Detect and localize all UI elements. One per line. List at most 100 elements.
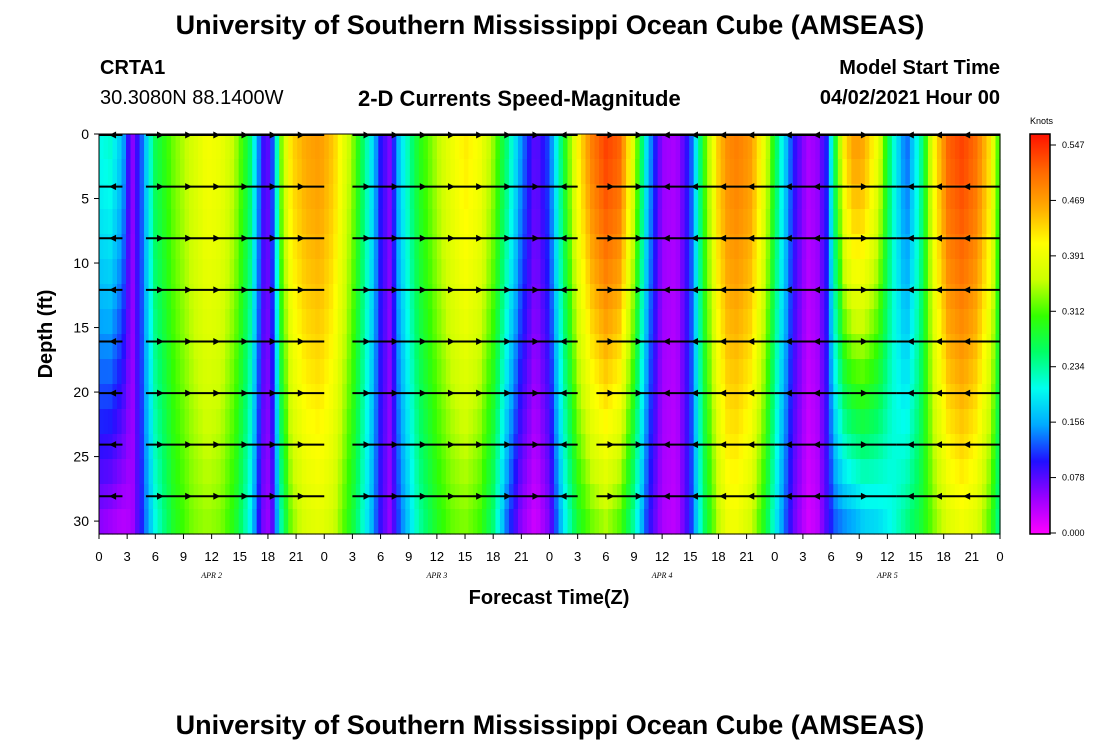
vector-arrowhead: [504, 492, 512, 500]
heatmap-cell: [608, 159, 614, 185]
heatmap-cell: [436, 209, 442, 235]
heatmap-cell: [554, 334, 560, 360]
heatmap-cell: [423, 184, 429, 210]
heatmap-cell: [274, 184, 280, 210]
vector-arrowhead: [934, 183, 942, 191]
heatmap-cell: [252, 234, 258, 260]
vector-arrowhead: [532, 389, 540, 397]
heatmap-cell: [486, 134, 492, 160]
heatmap-cell: [747, 509, 753, 535]
heatmap-cell: [409, 134, 415, 160]
heatmap-cell: [157, 334, 163, 360]
heatmap-cell: [986, 459, 992, 485]
heatmap-cell: [968, 184, 974, 210]
heatmap-cell: [729, 384, 735, 410]
heatmap-cell: [909, 284, 915, 310]
heatmap-cell: [828, 234, 834, 260]
heatmap-cell: [707, 334, 713, 360]
heatmap-cell: [648, 309, 654, 335]
heatmap-cell: [986, 209, 992, 235]
vector-arrowhead: [635, 183, 643, 191]
heatmap-cell: [684, 209, 690, 235]
heatmap-cell: [139, 384, 145, 410]
heatmap-cell: [463, 234, 469, 260]
heatmap-cell: [103, 159, 109, 185]
heatmap-cell: [139, 434, 145, 460]
heatmap-cell: [364, 309, 370, 335]
heatmap-cell: [238, 234, 244, 260]
heatmap-cell: [590, 209, 596, 235]
heatmap-cell: [968, 334, 974, 360]
heatmap-cell: [734, 234, 740, 260]
heatmap-cell: [256, 259, 262, 285]
heatmap-cell: [513, 434, 519, 460]
heatmap-cell: [662, 159, 668, 185]
heatmap-cell: [936, 509, 943, 535]
heatmap-cell: [409, 409, 415, 435]
heatmap-cell: [572, 509, 578, 535]
heatmap-cell: [608, 234, 614, 260]
heatmap-cell: [765, 434, 771, 460]
heatmap-cell: [540, 134, 546, 160]
vector-arrowhead: [812, 183, 820, 191]
heatmap-cell: [995, 409, 1001, 435]
heatmap-cell: [635, 134, 641, 160]
heatmap-cell: [279, 159, 285, 185]
colorbar-label: 0.078: [1062, 473, 1085, 483]
heatmap-cell: [720, 309, 726, 335]
heatmap-cell: [495, 334, 501, 360]
heatmap-cell: [554, 159, 560, 185]
heatmap-cell: [986, 434, 992, 460]
heatmap-cell: [427, 209, 433, 235]
heatmap-cell: [671, 184, 677, 210]
vector-arrowhead: [419, 337, 427, 345]
heatmap-cell: [229, 184, 235, 210]
heatmap-cell: [288, 309, 294, 335]
heatmap-cell: [761, 434, 767, 460]
vector-arrowhead: [812, 286, 820, 294]
heatmap-cell: [153, 284, 159, 310]
heatmap-cell: [414, 234, 420, 260]
heatmap-cell: [617, 284, 623, 310]
heatmap-cell: [526, 134, 533, 160]
heatmap-cell: [112, 459, 118, 485]
heatmap-cell: [513, 384, 519, 410]
heatmap-cell: [229, 259, 235, 285]
heatmap-cell: [585, 509, 591, 535]
heatmap-cell: [522, 334, 528, 360]
heatmap-cell: [738, 134, 744, 160]
heatmap-cell: [653, 284, 659, 310]
heatmap-cell: [216, 284, 222, 310]
heatmap-cell: [900, 159, 906, 185]
heatmap-cell: [342, 259, 348, 285]
heatmap-cell: [554, 434, 560, 460]
heatmap-cell: [522, 309, 528, 335]
heatmap-cell: [450, 134, 456, 160]
heatmap-cell: [576, 459, 582, 485]
heatmap-cell: [972, 459, 979, 485]
heatmap-cell: [499, 184, 506, 210]
heatmap-cell: [211, 134, 217, 160]
heatmap-cell: [319, 509, 325, 535]
heatmap-cell: [711, 259, 717, 285]
heatmap-cell: [117, 434, 123, 460]
heatmap-cell: [531, 134, 537, 160]
heatmap-cell: [216, 259, 222, 285]
heatmap-cell: [454, 134, 460, 160]
heatmap-cell: [238, 334, 244, 360]
heatmap-cell: [207, 409, 213, 435]
heatmap-cell: [693, 384, 699, 410]
heatmap-cell: [261, 134, 267, 160]
heatmap-cell: [99, 509, 105, 535]
heatmap-cell: [144, 134, 150, 160]
heatmap-cell: [522, 159, 528, 185]
vector-arrowhead: [363, 337, 371, 345]
heatmap-cell: [481, 159, 488, 185]
heatmap-cell: [346, 184, 352, 210]
heatmap-cell: [333, 184, 339, 210]
heatmap-cell: [99, 259, 105, 285]
heatmap-cell: [824, 359, 830, 385]
heatmap-cell: [283, 134, 289, 160]
heatmap-cell: [445, 184, 451, 210]
heatmap-cell: [427, 159, 433, 185]
